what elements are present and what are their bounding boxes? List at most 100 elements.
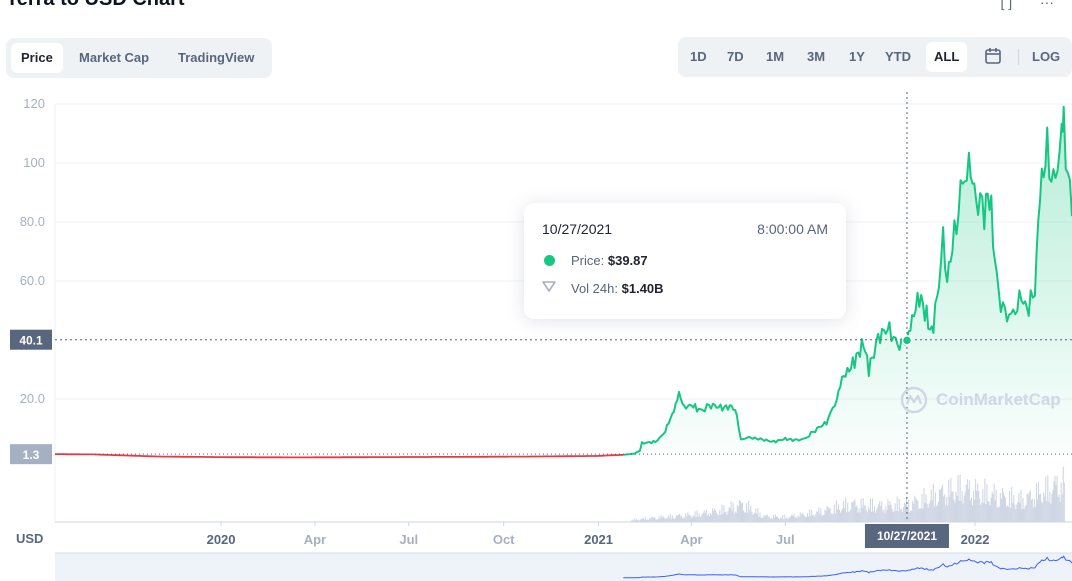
volume-bar (686, 516, 688, 522)
volume-bar (962, 503, 964, 522)
volume-bar (694, 511, 696, 522)
volume-bar (661, 517, 663, 522)
volume-bar (737, 506, 739, 522)
volume-bar (855, 506, 857, 522)
volume-bar (725, 511, 727, 522)
volume-bar (806, 513, 809, 522)
tab-price[interactable]: Price (11, 43, 63, 73)
crosshair-date-text: 10/27/2021 (877, 529, 937, 543)
volume-bar (1004, 497, 1007, 522)
volume-bar (847, 502, 849, 522)
volume-bar (648, 519, 650, 522)
volume-bar (772, 514, 774, 522)
volume-bar (892, 511, 894, 522)
volume-bar (800, 514, 802, 522)
volume-bar (864, 505, 866, 522)
volume-bar (885, 506, 887, 522)
volume-bar (752, 514, 754, 522)
volume-bar (722, 514, 724, 522)
more-icon[interactable]: ··· (1040, 0, 1054, 10)
volume-bar (811, 509, 813, 522)
tab-market-cap[interactable]: Market Cap (79, 50, 150, 65)
log-toggle[interactable]: LOG (1032, 49, 1061, 64)
volume-bar (952, 491, 954, 522)
volume-bar (735, 512, 737, 522)
volume-bar (884, 513, 886, 522)
volume-bar (870, 511, 872, 522)
volume-bar (1048, 501, 1050, 522)
volume-bar (851, 501, 853, 522)
volume-bar (987, 501, 989, 522)
volume-bar (680, 516, 682, 522)
volume-bar (878, 504, 880, 522)
volume-bar (923, 487, 925, 522)
range-3m[interactable]: 3M (807, 49, 826, 64)
volume-bar (971, 505, 974, 522)
volume-bar (998, 506, 1000, 522)
volume-bar (726, 514, 728, 522)
volume-bar (640, 518, 642, 522)
volume-bar (833, 504, 835, 522)
range-1y[interactable]: 1Y (849, 49, 865, 64)
volume-bar (656, 519, 658, 522)
volume-bar (724, 512, 726, 522)
crosshair-price-tag (10, 329, 52, 350)
calendar-icon[interactable] (984, 47, 1002, 70)
volume-bar (672, 518, 674, 522)
volume-bar (825, 510, 827, 522)
range-7d[interactable]: 7D (727, 49, 744, 64)
volume-bar (910, 510, 912, 522)
volume-bar (1063, 482, 1065, 522)
volume-bar (843, 501, 845, 522)
volume-bar (1033, 498, 1035, 522)
volume-bar (793, 513, 795, 522)
range-1m[interactable]: 1M (766, 49, 785, 64)
volume-bar (1034, 507, 1036, 522)
volume-bar (719, 509, 721, 522)
volume-bar (964, 491, 966, 522)
volume-bar (919, 508, 921, 522)
volume-bar (989, 505, 991, 522)
range-all[interactable]: ALL (926, 42, 968, 72)
fullscreen-icon[interactable]: [ ] (1000, 0, 1013, 10)
volume-bar (886, 510, 888, 522)
volume-bar (1045, 476, 1047, 522)
volume-bar (849, 511, 851, 522)
volume-bar (748, 500, 750, 522)
time-range-selector: 1D 7D 1M 3M 1Y YTD ALL LOG (678, 37, 1072, 77)
volume-bar (983, 502, 985, 522)
volume-bar (795, 516, 797, 522)
volume-bar (1020, 489, 1022, 522)
volume-bar (662, 515, 664, 522)
volume-bar (718, 515, 720, 522)
volume-bar (970, 497, 973, 522)
volume-bar (1058, 494, 1060, 522)
volume-bar (866, 512, 868, 522)
range-ytd[interactable]: YTD (885, 49, 911, 64)
volume-bar (841, 508, 844, 522)
volume-bar (1041, 501, 1043, 522)
volume-bar (977, 483, 979, 522)
volume-bar (1030, 500, 1032, 522)
volume-bar (683, 517, 685, 522)
volume-bar (664, 518, 666, 522)
volume-bar (1003, 495, 1006, 522)
volume-bar (832, 513, 834, 522)
volume-bar (681, 515, 683, 522)
volume-bar (880, 506, 882, 522)
volume-bar (769, 518, 771, 522)
volume-bar (699, 516, 701, 522)
volume-bar (881, 501, 883, 522)
volume-bar (1052, 490, 1054, 522)
volume-bar (1009, 490, 1011, 522)
tab-tradingview[interactable]: TradingView (178, 50, 255, 65)
navigator-strip[interactable] (55, 553, 1072, 581)
volume-bar (836, 509, 838, 522)
volume-bar (869, 498, 871, 522)
volume-bar (896, 496, 898, 522)
range-1d[interactable]: 1D (690, 49, 707, 64)
volume-bar (997, 506, 999, 522)
navigator-line (623, 555, 1072, 579)
volume-bar (1011, 486, 1013, 522)
